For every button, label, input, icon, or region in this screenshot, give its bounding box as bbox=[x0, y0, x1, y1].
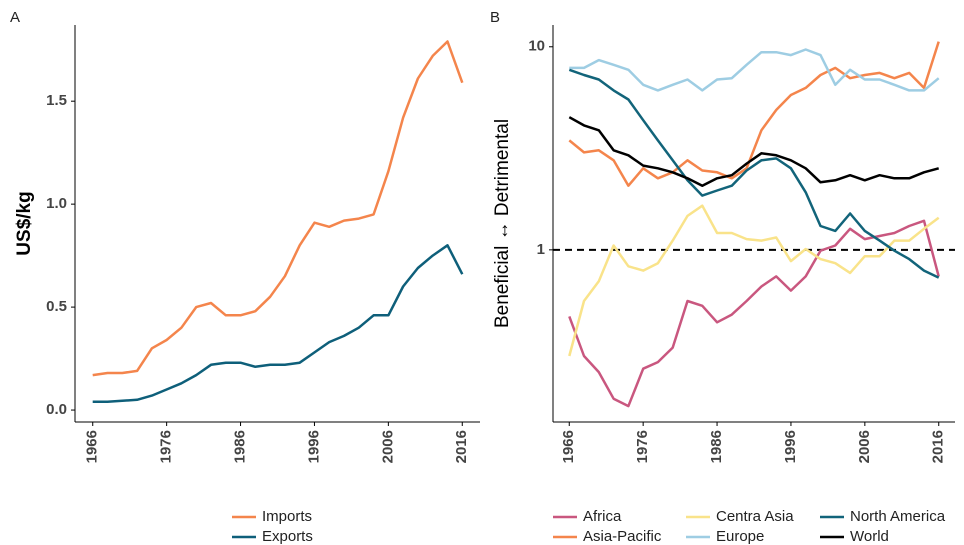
y-tick-label: 1.5 bbox=[46, 92, 67, 109]
x-tick-label: 1996 bbox=[305, 430, 322, 463]
series-line bbox=[568, 219, 940, 408]
legend-label: North America bbox=[850, 508, 946, 525]
y-tick-label: 0.0 bbox=[46, 401, 67, 418]
series-line bbox=[92, 244, 464, 404]
legend-label: Africa bbox=[583, 508, 622, 525]
series-line bbox=[568, 68, 940, 279]
legend-label: Europe bbox=[716, 528, 764, 545]
y-axis-label: US$/kg bbox=[14, 191, 35, 255]
x-tick-label: 1966 bbox=[560, 430, 577, 463]
x-tick-label: 2006 bbox=[856, 430, 873, 463]
series-line bbox=[568, 204, 940, 357]
legend-label: Asia-Pacific bbox=[583, 528, 662, 545]
y-tick-label: 1 bbox=[537, 241, 545, 258]
x-tick-label: 2016 bbox=[453, 430, 470, 463]
x-tick-label: 1986 bbox=[232, 430, 249, 463]
series-line bbox=[568, 41, 940, 187]
series-line bbox=[569, 48, 940, 92]
x-tick-label: 1976 bbox=[158, 430, 175, 463]
y-axis-label: Beneficial ↔ Detrimental bbox=[492, 119, 513, 328]
series-line bbox=[92, 40, 464, 377]
legend-label: World bbox=[850, 528, 889, 545]
y-tick-label: 1.0 bbox=[46, 195, 67, 212]
x-tick-label: 2006 bbox=[379, 430, 396, 463]
panel-label: B bbox=[490, 9, 500, 26]
x-tick-label: 1976 bbox=[634, 430, 651, 463]
x-tick-label: 1996 bbox=[782, 430, 799, 463]
legend-label: Centra Asia bbox=[716, 508, 794, 525]
x-tick-label: 1966 bbox=[84, 430, 101, 463]
x-tick-label: 2016 bbox=[930, 430, 947, 463]
series-line bbox=[568, 116, 940, 187]
legend-label: Imports bbox=[262, 508, 312, 525]
x-tick-label: 1986 bbox=[708, 430, 725, 463]
y-tick-label: 10 bbox=[528, 38, 545, 55]
y-tick-label: 0.5 bbox=[46, 298, 67, 315]
legend-label: Exports bbox=[262, 528, 313, 545]
panel-label: A bbox=[10, 9, 20, 26]
